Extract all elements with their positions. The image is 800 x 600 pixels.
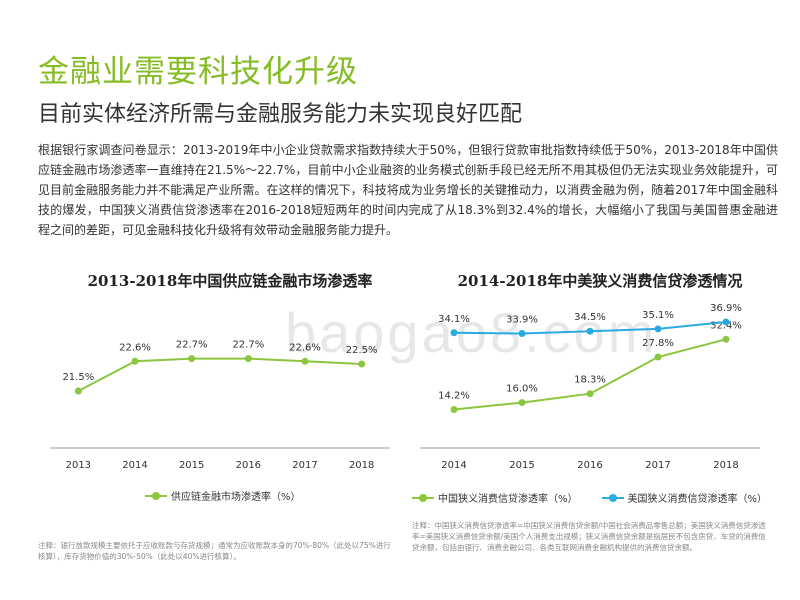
chart1-title: 2013-2018年中国供应链金融市场渗透率 (87, 272, 373, 290)
data-point (301, 357, 309, 365)
legend-marker-icon (145, 491, 167, 501)
data-label: 32.4% (710, 320, 742, 331)
data-label: 22.7% (232, 340, 264, 351)
x-tick-label: 2016 (236, 460, 261, 471)
data-point (654, 325, 662, 333)
data-point (74, 387, 82, 395)
data-point (654, 353, 662, 361)
chart2-note: 注释：中国狭义消费信贷渗透率=中国狭义消费信贷余额/中国社会消费品零售总额；美国… (412, 521, 766, 552)
series-line (77, 357, 362, 392)
data-label: 16.0% (506, 384, 538, 395)
data-label: 21.5% (62, 372, 94, 383)
legend-label: 中国狭义消费信贷渗透率（%） (438, 494, 578, 505)
page-title: 金融业需要科技化升级 (38, 54, 358, 90)
chart2-legend: 中国狭义消费信贷渗透率（%） 美国狭义消费信贷渗透率（%） (412, 490, 767, 505)
body-paragraph: 根据银行家调查问卷显示：2013-2019年中小企业贷款需求指数持续大于50%，… (38, 143, 778, 237)
data-point (244, 355, 252, 363)
legend-item-supply-chain: 供应链金融市场渗透率（%） (145, 488, 301, 503)
legend-label: 美国狭义消费信贷渗透率（%） (627, 494, 768, 505)
data-label: 33.9% (506, 315, 538, 326)
data-label: 35.1% (642, 310, 674, 321)
data-point (586, 327, 594, 335)
x-tick-label: 2016 (577, 460, 602, 471)
x-tick-label: 2014 (441, 460, 466, 471)
legend-item-china: 中国狭义消费信贷渗透率（%） (412, 490, 578, 505)
chart1-legend: 供应链金融市场渗透率（%） (145, 488, 301, 503)
data-point (586, 390, 594, 398)
data-point (518, 399, 526, 407)
data-label: 22.5% (346, 345, 378, 356)
x-tick-label: 2018 (349, 460, 374, 471)
data-point (518, 330, 526, 338)
x-tick-label: 2015 (509, 460, 534, 471)
data-point (722, 318, 730, 326)
data-label: 14.2% (438, 391, 470, 402)
chart1-svg: 2013 2014 2015 2016 2017 2018 21.5% 22.6% 22.7% 2… (50, 340, 390, 471)
x-tick-label: 2018 (713, 460, 738, 471)
x-tick-label: 2014 (122, 460, 147, 471)
data-label: 34.5% (574, 312, 606, 323)
data-label: 22.6% (289, 342, 321, 353)
data-label: 22.6% (119, 342, 151, 353)
data-label: 34.1% (438, 314, 470, 325)
chart2-title: 2014-2018年中美狭义消费信贷渗透情况 (457, 272, 743, 290)
x-tick-label: 2013 (66, 460, 91, 471)
legend-marker-icon (412, 493, 434, 503)
chart1-note: 注释：银行放款规模主要依托于应收账款与存货规模；通常为应收账款本身的70%-80… (38, 541, 391, 561)
data-point (450, 329, 458, 337)
x-tick-label: 2017 (645, 460, 670, 471)
data-point (358, 360, 366, 368)
legend-label: 供应链金融市场渗透率（%） (171, 492, 301, 503)
data-point (722, 335, 730, 343)
data-point (131, 357, 139, 365)
x-tick-label: 2015 (179, 460, 204, 471)
chart2-svg: 2014 2015 2016 2017 2018 14.2% 16.0% 18.3% 27.8%… (420, 303, 760, 471)
legend-marker-icon (601, 493, 624, 503)
legend-item-usa: 美国狭义消费信贷渗透率（%） (601, 490, 768, 505)
data-label: 18.3% (574, 375, 606, 386)
data-point (450, 406, 458, 414)
data-label: 36.9% (710, 303, 742, 314)
data-label: 27.8% (642, 338, 674, 349)
page-subtitle: 目前实体经济所需与金融服务能力未实现良好匹配 (38, 102, 523, 127)
data-label: 22.7% (176, 340, 208, 351)
data-point (188, 355, 196, 363)
x-tick-label: 2017 (292, 460, 317, 471)
